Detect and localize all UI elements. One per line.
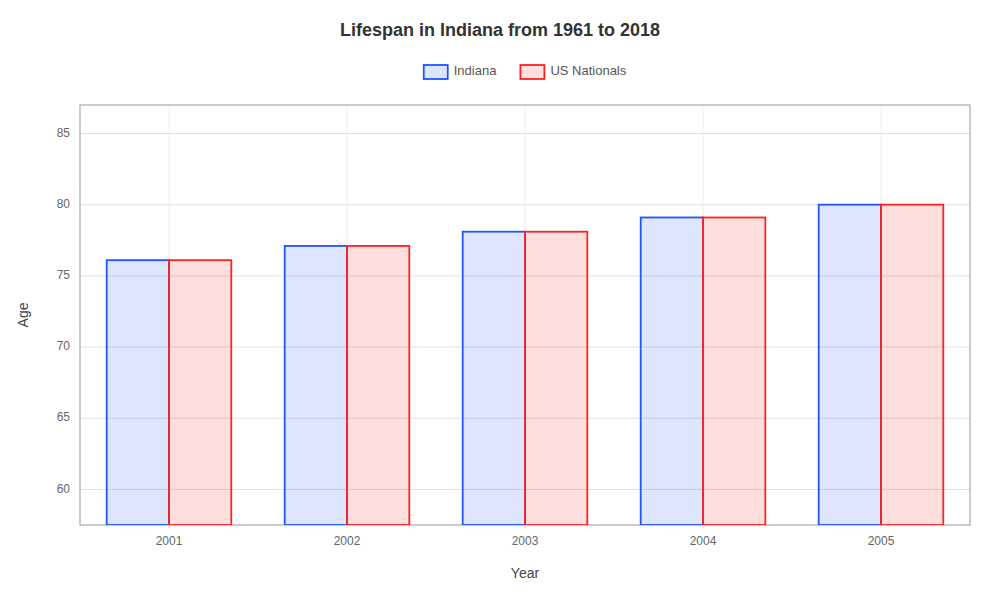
bar [881,205,943,525]
legend-swatch [520,65,544,79]
grid [80,105,970,525]
chart-container: 60 65 70 75 80 85 2001 2002 2003 2004 2005 Year Age L… [0,0,1000,600]
legend-item: Indiana [424,63,497,79]
bar [169,260,231,525]
legend-swatch [424,65,448,79]
chart-svg: 60 65 70 75 80 85 2001 2002 2003 2004 2005 Year Age L… [0,0,1000,600]
y-axis-label: Age [15,302,31,327]
y-tick-label: 60 [57,482,71,496]
plot-frame [80,105,970,525]
bar [347,246,409,525]
bars [107,205,944,525]
x-tick-label: 2003 [512,534,539,548]
x-tick-label: 2001 [156,534,183,548]
x-tick-label: 2002 [334,534,361,548]
bar [703,217,765,525]
x-axis-label: Year [511,565,540,581]
bar [463,232,525,525]
x-tick-label: 2005 [868,534,895,548]
y-tick-label: 80 [57,197,71,211]
bar [641,217,703,525]
legend-label: Indiana [454,63,497,78]
y-tick-label: 85 [57,126,71,140]
x-tick-label: 2004 [690,534,717,548]
bar [525,232,587,525]
y-tick-label: 65 [57,410,71,424]
y-tick-label: 75 [57,268,71,282]
bar [107,260,169,525]
chart-title: Lifespan in Indiana from 1961 to 2018 [340,20,660,40]
legend-label: US Nationals [550,63,626,78]
legend: Indiana US Nationals [424,63,627,79]
bar [819,205,881,525]
y-tick-label: 70 [57,339,71,353]
bar [285,246,347,525]
legend-item: US Nationals [520,63,626,79]
